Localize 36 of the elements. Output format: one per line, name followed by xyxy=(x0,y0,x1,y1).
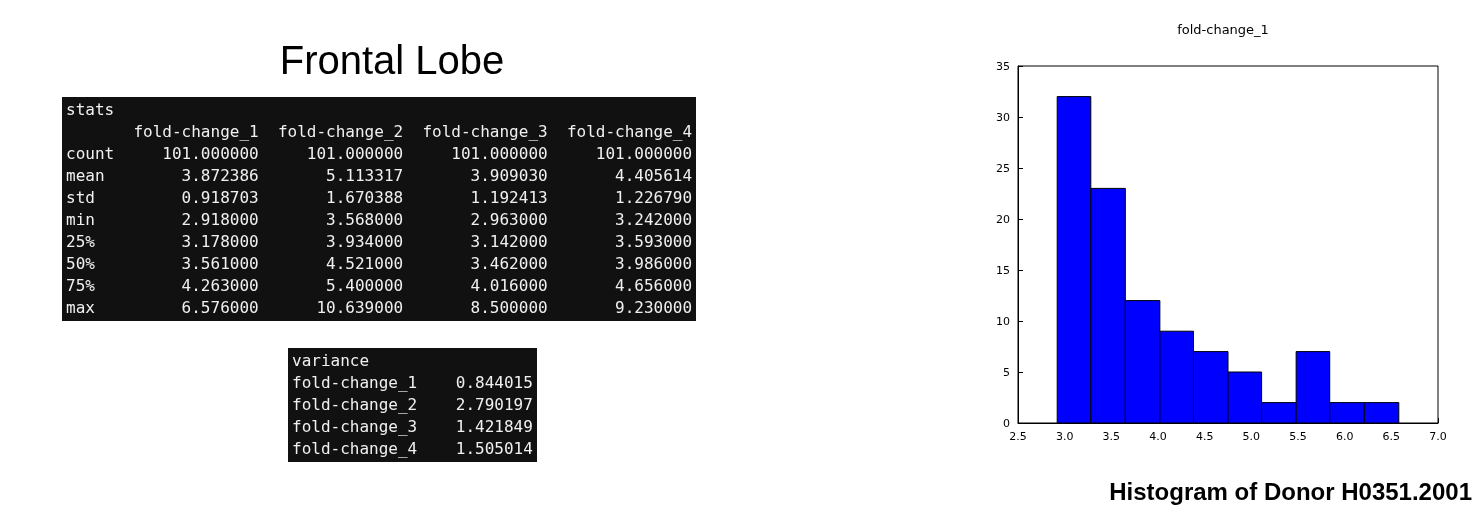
text: fold-change_4 1.505014 xyxy=(292,438,533,460)
text: fold-change_1 fold-change_2 fold-change_3 fold-change_4 xyxy=(132,121,693,143)
text: variance xyxy=(292,350,371,372)
y-tick-label: 20 xyxy=(996,212,1010,226)
text: 75% 4.263000 5.400000 4.016000 4.656000 xyxy=(66,275,693,297)
x-tick-label: 3.5 xyxy=(1102,430,1121,443)
y-tick-label: 5 xyxy=(1003,365,1010,379)
text: count 101.000000 101.000000 101.000000 101.000000 xyxy=(66,143,693,165)
text: 50% 3.561000 4.521000 3.462000 3.986000 xyxy=(66,253,693,275)
x-tick-label: 5.5 xyxy=(1289,430,1307,443)
x-tick-label: 3.0 xyxy=(1055,430,1074,443)
text: mean 3.872386 5.113317 3.909030 4.405614 xyxy=(66,165,693,187)
text: fold-change_3 1.421849 xyxy=(292,416,533,438)
text: Frontal Lobe xyxy=(278,38,506,83)
y-tick-label: 25 xyxy=(996,161,1010,175)
text: min 2.918000 3.568000 2.963000 3.242000 xyxy=(66,209,693,231)
x-tick-label: 5.0 xyxy=(1242,430,1261,443)
y-tick-label: 15 xyxy=(996,263,1010,277)
text: fold-change_1 0.844015 xyxy=(292,372,533,394)
text: max 6.576000 10.639000 8.500000 9.230000 xyxy=(66,297,693,319)
text: stats xyxy=(66,99,116,121)
text: fold-change_2 2.790197 xyxy=(292,394,533,416)
x-tick-label: 6.0 xyxy=(1335,430,1354,443)
y-tick-label: 10 xyxy=(996,314,1010,328)
y-tick-label: 35 xyxy=(996,59,1010,73)
x-tick-label: 2.5 xyxy=(1009,430,1027,443)
text: Histogram of Donor H0351.2001 xyxy=(1108,478,1473,506)
text: std 0.918703 1.670388 1.192413 1.226790 xyxy=(66,187,693,209)
chart-title: fold-change_1 xyxy=(1177,22,1269,37)
y-tick-label: 0 xyxy=(1003,416,1010,430)
x-tick-label: 4.5 xyxy=(1195,430,1214,443)
text: 25% 3.178000 3.934000 3.142000 3.593000 xyxy=(66,231,693,253)
y-tick-label: 30 xyxy=(996,110,1010,124)
x-tick-label: 7.0 xyxy=(1429,430,1447,443)
x-tick-label: 6.5 xyxy=(1382,430,1401,443)
x-tick-label: 4.0 xyxy=(1149,430,1167,443)
